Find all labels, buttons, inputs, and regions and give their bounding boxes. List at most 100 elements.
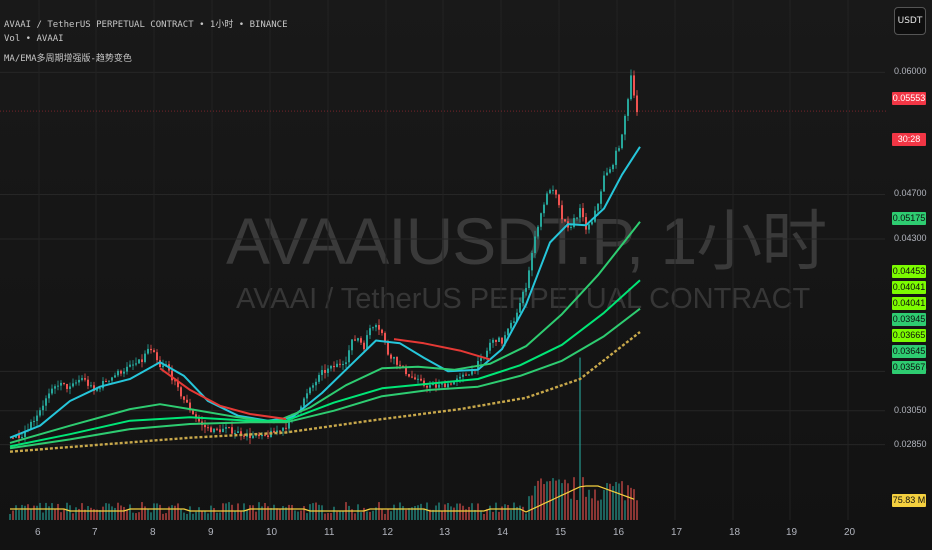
candle-body <box>327 368 329 373</box>
volume-bar <box>168 506 170 520</box>
candle-body <box>99 388 101 390</box>
volume-bar <box>528 496 530 520</box>
price-tag: 0.04041 <box>892 281 926 294</box>
candle-body <box>342 364 344 366</box>
volume-bar <box>495 502 497 520</box>
candle-body <box>315 381 317 386</box>
candle-body <box>198 418 200 422</box>
candle-body <box>249 433 251 439</box>
volume-bar <box>510 510 512 520</box>
price-tag: 0.03945 <box>892 313 926 326</box>
volume-bar <box>84 509 86 520</box>
volume-bar <box>330 512 332 520</box>
candle-body <box>552 189 554 191</box>
price-tag: 0.03645 <box>892 345 926 358</box>
x-tick-label: 17 <box>671 527 683 538</box>
candle-body <box>354 339 356 341</box>
x-tick-label: 12 <box>382 527 394 538</box>
candle-body <box>396 356 398 365</box>
volume-bar <box>513 502 515 520</box>
volume-bar <box>465 509 467 520</box>
candle-body <box>486 350 488 358</box>
volume-bar <box>456 503 458 520</box>
volume-bar <box>606 483 608 520</box>
volume-bar <box>597 500 599 520</box>
candle-body <box>120 370 122 374</box>
candle-body <box>87 379 89 386</box>
candle-body <box>519 303 521 313</box>
candle-body <box>102 380 104 389</box>
candle-body <box>318 374 320 382</box>
volume-bar <box>444 504 446 520</box>
candle-body <box>180 387 182 397</box>
volume-bar <box>219 512 221 520</box>
volume-bar <box>543 484 545 520</box>
volume-bar <box>591 498 593 520</box>
candle-body <box>135 363 137 365</box>
candle-body <box>606 172 608 176</box>
volume-bar <box>477 503 479 520</box>
volume-bar <box>12 510 14 520</box>
candle-body <box>534 236 536 254</box>
currency-button[interactable]: USDT <box>894 7 926 35</box>
volume-bar <box>348 505 350 520</box>
candle-body <box>603 175 605 192</box>
volume-bar <box>522 506 524 520</box>
candle-body <box>627 99 629 116</box>
candle-body <box>228 427 230 429</box>
volume-bar <box>369 511 371 520</box>
candle-body <box>150 348 152 351</box>
candle-body <box>282 427 284 431</box>
x-tick-label: 19 <box>786 527 798 538</box>
candle-body <box>576 217 578 219</box>
candle-body <box>75 382 77 384</box>
candle-body <box>438 384 440 388</box>
volume-bar <box>297 511 299 520</box>
candle-body <box>234 433 236 435</box>
candle-body <box>15 435 17 438</box>
price-tag: 0.05175 <box>892 212 926 225</box>
volume-bar <box>498 511 500 520</box>
volume-bar <box>354 513 356 520</box>
volume-bar <box>162 513 164 520</box>
candle-body <box>441 383 443 385</box>
volume-bar <box>576 499 578 520</box>
volume-bar <box>108 503 110 520</box>
volume-bar <box>435 505 437 520</box>
candle-body <box>93 385 95 391</box>
volume-bar <box>384 513 386 520</box>
volume-bar <box>504 504 506 520</box>
volume-bar <box>381 509 383 520</box>
symbol-legend[interactable]: AVAAI / TetherUS PERPETUAL CONTRACT • 1小… <box>4 20 288 30</box>
candle-body <box>636 95 638 113</box>
candle-body <box>303 398 305 407</box>
volume-bar <box>261 506 263 520</box>
candle-body <box>597 203 599 211</box>
candle-body <box>525 288 527 292</box>
candle-body <box>321 370 323 375</box>
candle-body <box>516 312 518 322</box>
y-tick-label: 0.03050 <box>894 404 927 415</box>
x-tick-label: 20 <box>844 527 856 538</box>
candle-body <box>273 430 275 433</box>
indicator-legend[interactable]: MA/EMA多周期增强版-趋势变色 <box>4 54 132 64</box>
candle-body <box>420 378 422 381</box>
volume-legend[interactable]: Vol • AVAAI <box>4 34 64 44</box>
volume-bar <box>483 513 485 520</box>
candle-body <box>558 194 560 206</box>
volume-bar <box>234 511 236 520</box>
volume-bar <box>351 509 353 520</box>
candle-body <box>36 415 38 421</box>
volume-bar <box>579 357 581 520</box>
candle-body <box>432 384 434 386</box>
candle-body <box>468 374 470 376</box>
candle-body <box>309 387 311 394</box>
candle-body <box>510 322 512 329</box>
candle-body <box>210 427 212 433</box>
volume-bar <box>78 508 80 520</box>
volume-bar <box>87 506 89 520</box>
volume-bar <box>531 495 533 520</box>
volume-bar <box>432 509 434 520</box>
